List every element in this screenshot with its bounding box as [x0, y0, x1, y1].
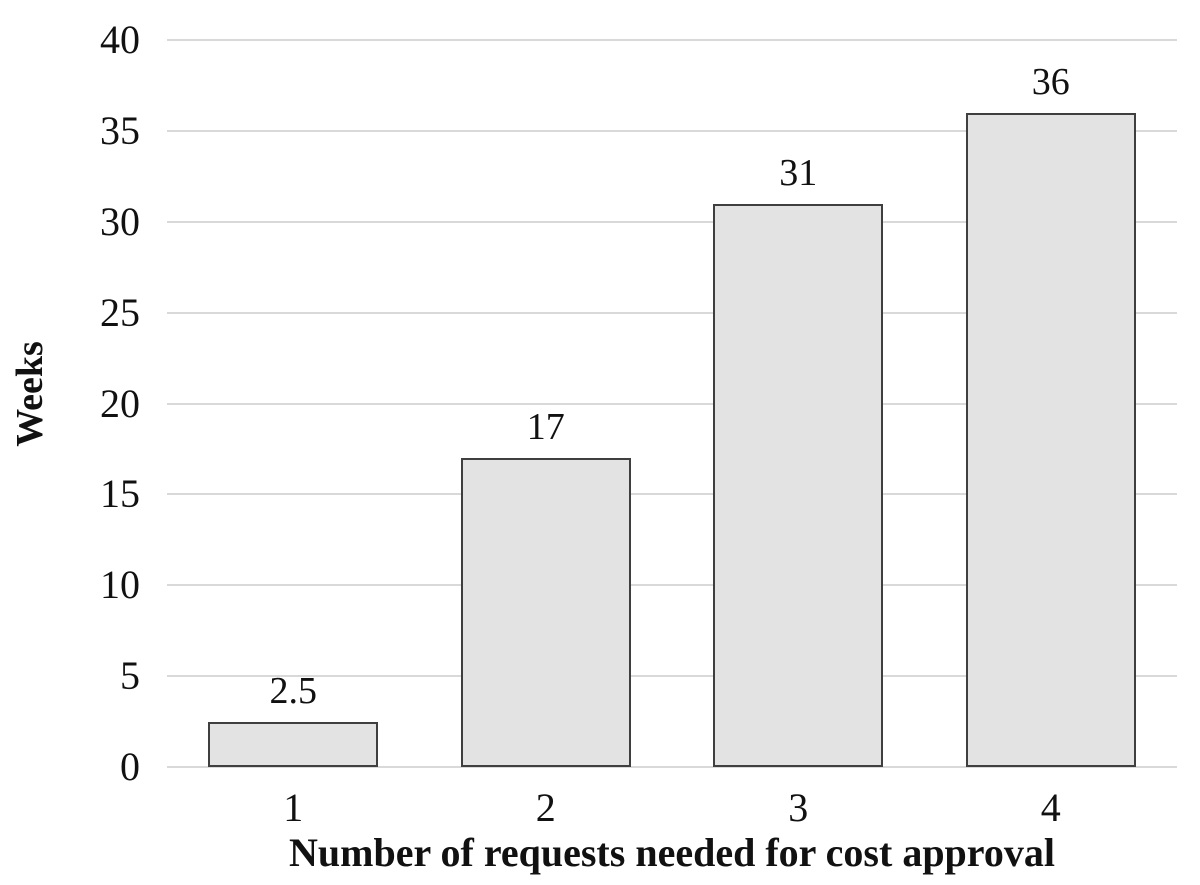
bar-value-label: 17: [526, 406, 565, 449]
bar: [713, 203, 884, 767]
bar: [460, 458, 631, 767]
x-axis-title: Number of requests needed for cost appro…: [289, 830, 1055, 875]
h-gridline: [167, 220, 1177, 223]
h-gridline: [167, 675, 1177, 678]
bar-value-label: 2.5: [269, 669, 318, 712]
x-tick-label: 1: [283, 785, 304, 830]
x-tick-label: 2: [535, 785, 556, 830]
bar: [208, 721, 379, 767]
x-tick-label: 4: [1040, 785, 1061, 830]
h-gridline: [167, 129, 1177, 132]
y-tick-label: 25: [100, 289, 140, 335]
y-tick-label: 35: [100, 107, 140, 153]
h-gridline: [167, 311, 1177, 314]
h-gridline: [167, 493, 1177, 496]
y-tick-label: 30: [100, 198, 140, 244]
bar-value-label: 31: [779, 151, 818, 194]
y-tick-label: 10: [100, 562, 140, 608]
bar: [965, 112, 1136, 767]
h-gridline: [167, 402, 1177, 405]
bar-value-label: 36: [1031, 60, 1070, 103]
x-tick-label: 3: [788, 785, 809, 830]
y-tick-label: 5: [120, 653, 140, 699]
y-tick-label: 40: [100, 17, 140, 62]
h-gridline: [167, 584, 1177, 587]
h-gridline: [167, 766, 1177, 768]
y-tick-label: 20: [100, 380, 140, 426]
h-gridline: [167, 39, 1177, 41]
y-tick-label: 0: [120, 744, 140, 789]
y-tick-label: 15: [100, 471, 140, 517]
